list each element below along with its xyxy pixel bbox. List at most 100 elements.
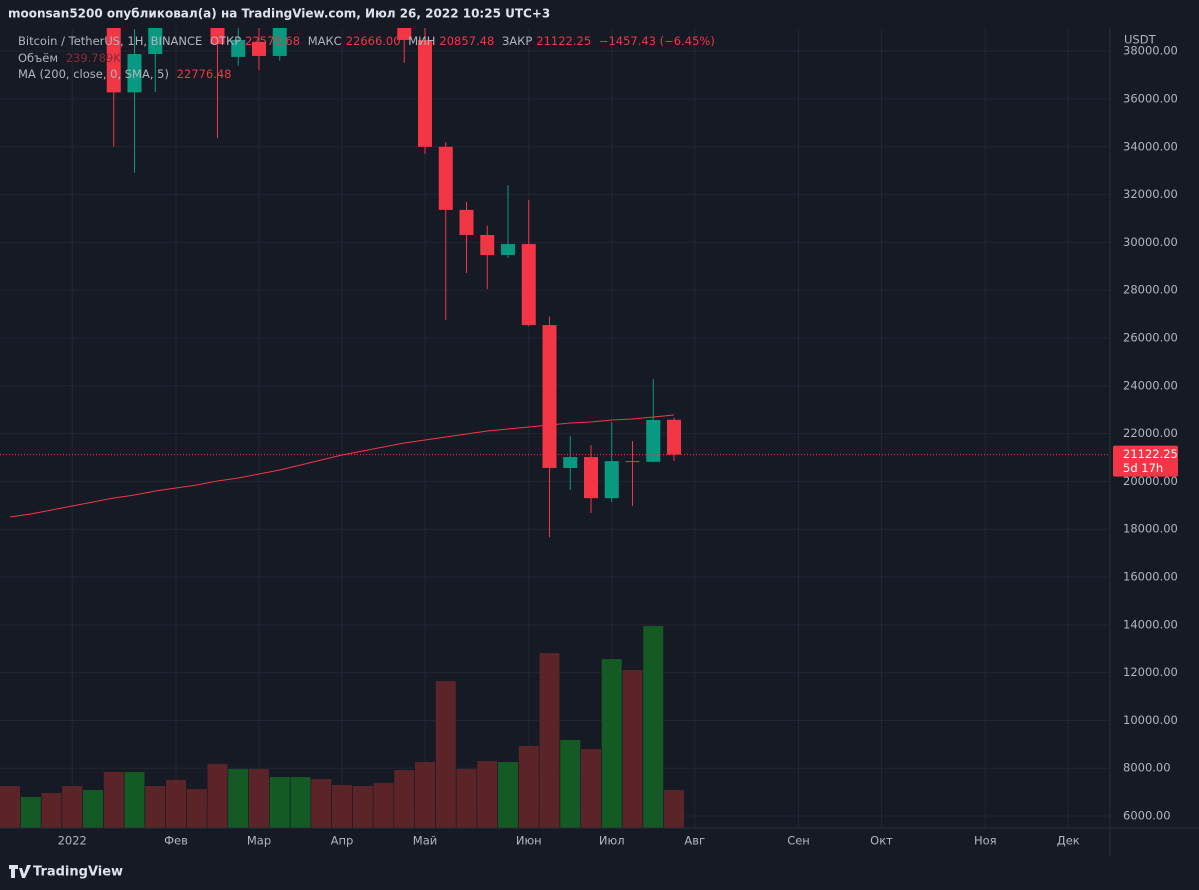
volume-bar: [249, 769, 269, 828]
volume-bar: [103, 772, 124, 828]
y-tick-label: 8000.00: [1123, 761, 1171, 775]
volume-bar: [290, 777, 311, 828]
volume-bar: [0, 786, 20, 828]
candle-wick: [507, 185, 509, 258]
y-unit: USDT: [1124, 33, 1157, 47]
candle-body: [604, 461, 619, 499]
volume-bar: [394, 770, 415, 828]
y-tick-label: 12000.00: [1123, 665, 1178, 679]
ohlc-name: ОТКР: [209, 34, 242, 48]
candle-body: [272, 28, 287, 56]
candle-body: [459, 209, 474, 235]
volume-bar: [477, 761, 498, 828]
x-tick-label: Ноя: [974, 834, 997, 848]
price-tag: [1113, 445, 1178, 477]
change: −1457.43 (−6.45%): [598, 34, 715, 48]
candle-wick: [154, 28, 156, 93]
volume-name: Объём: [18, 50, 59, 65]
y-tick-label: 24000.00: [1123, 378, 1178, 392]
x-tick-label: Апр: [331, 834, 354, 848]
brand: TradingView: [33, 865, 123, 880]
ma-name: MA (200, close, 0, SMA, 5): [18, 67, 169, 81]
volume-bar: [269, 777, 290, 828]
candle-body: [501, 244, 515, 256]
x-tick-label: Мар: [247, 834, 271, 848]
x-tick-label: Фев: [164, 834, 188, 848]
y-tick-label: 32000.00: [1123, 187, 1178, 201]
price-tag-label: 21122.25: [1123, 447, 1178, 461]
y-tick-label: 14000.00: [1123, 617, 1178, 631]
y-tick-label: 22000.00: [1123, 426, 1178, 440]
volume-bar: [643, 626, 664, 828]
x-tick-label: 2022: [58, 834, 87, 848]
candle-body: [148, 28, 163, 55]
y-tick-label: 20000.00: [1123, 474, 1178, 488]
ohlc-value: 22666.00: [345, 34, 401, 48]
candle-wick: [466, 201, 467, 273]
candle-wick: [632, 441, 633, 507]
volume-bar: [332, 785, 352, 828]
volume-bar: [539, 653, 560, 828]
volume-bar: [373, 783, 394, 828]
candle-body: [625, 461, 640, 463]
plot-area: [0, 28, 684, 828]
candle-wick: [134, 29, 135, 173]
candle-body: [127, 54, 142, 93]
x-tick-label: Сен: [787, 834, 810, 848]
x-tick-label: Май: [413, 834, 437, 848]
candle-wick: [445, 142, 447, 321]
volume-bar: [560, 740, 581, 828]
candle-body: [231, 39, 246, 57]
candle-wick: [403, 28, 405, 63]
ohlc-value: 20857.48: [439, 34, 495, 48]
candle-body: [106, 28, 121, 93]
volume-bar: [311, 779, 332, 828]
candle-wick: [486, 225, 488, 290]
candle-body: [252, 41, 266, 56]
candle-body: [542, 325, 557, 469]
legend: Bitcoin / TetherUS, 1H, BINANCE ОТКР 2257…: [18, 33, 719, 83]
volume-bar: [601, 659, 622, 828]
candle-body: [563, 457, 578, 469]
candle-body: [646, 419, 661, 462]
x-tick-label: Дек: [1057, 834, 1080, 848]
volume-bar: [20, 797, 41, 828]
y-tick-label: 16000.00: [1123, 570, 1178, 584]
volume-bar: [145, 786, 166, 828]
ohlc-name: МАКС: [307, 34, 342, 48]
ohlc-name: ЗАКР: [501, 34, 533, 48]
candle-wick: [217, 28, 218, 138]
legend-row: Bitcoin / TetherUS, 1H, BINANCE ОТКР 2257…: [18, 33, 719, 50]
volume-bar: [518, 746, 539, 828]
legend-title: Bitcoin / TetherUS, 1H, BINANCE: [18, 34, 203, 48]
candle-body: [521, 244, 536, 326]
volume-bar: [435, 681, 456, 828]
volume-bar: [62, 786, 83, 828]
volume-bar: [83, 790, 103, 828]
x-tick-label: Авг: [684, 834, 705, 848]
candle-body: [418, 39, 432, 147]
y-tick-label: 10000.00: [1123, 713, 1178, 727]
candle-body: [210, 28, 225, 45]
y-tick-label: 26000.00: [1123, 331, 1178, 345]
volume-bar: [498, 762, 518, 828]
ma-value: 22776.48: [176, 67, 232, 81]
header-text: moonsan5200 опубликовал(а) на TradingVie…: [8, 7, 550, 21]
volume-bar: [456, 769, 477, 828]
y-tick-label: 36000.00: [1123, 91, 1178, 105]
brand-logo: [9, 865, 31, 878]
volume-bar: [622, 670, 643, 828]
y-tick-label: 30000.00: [1123, 235, 1178, 249]
unit-bg: [1112, 30, 1199, 50]
ohlc-name: МИН: [408, 34, 436, 48]
ohlc-value: 22579.68: [245, 34, 301, 48]
volume-bar: [581, 749, 601, 828]
x-tick-label: Июл: [599, 834, 625, 848]
volume-bar: [228, 769, 249, 828]
countdown: 5d 17h: [1123, 461, 1163, 475]
y-tick-label: 34000.00: [1123, 139, 1178, 153]
volume-bar: [415, 762, 435, 828]
volume-bar: [166, 780, 186, 828]
